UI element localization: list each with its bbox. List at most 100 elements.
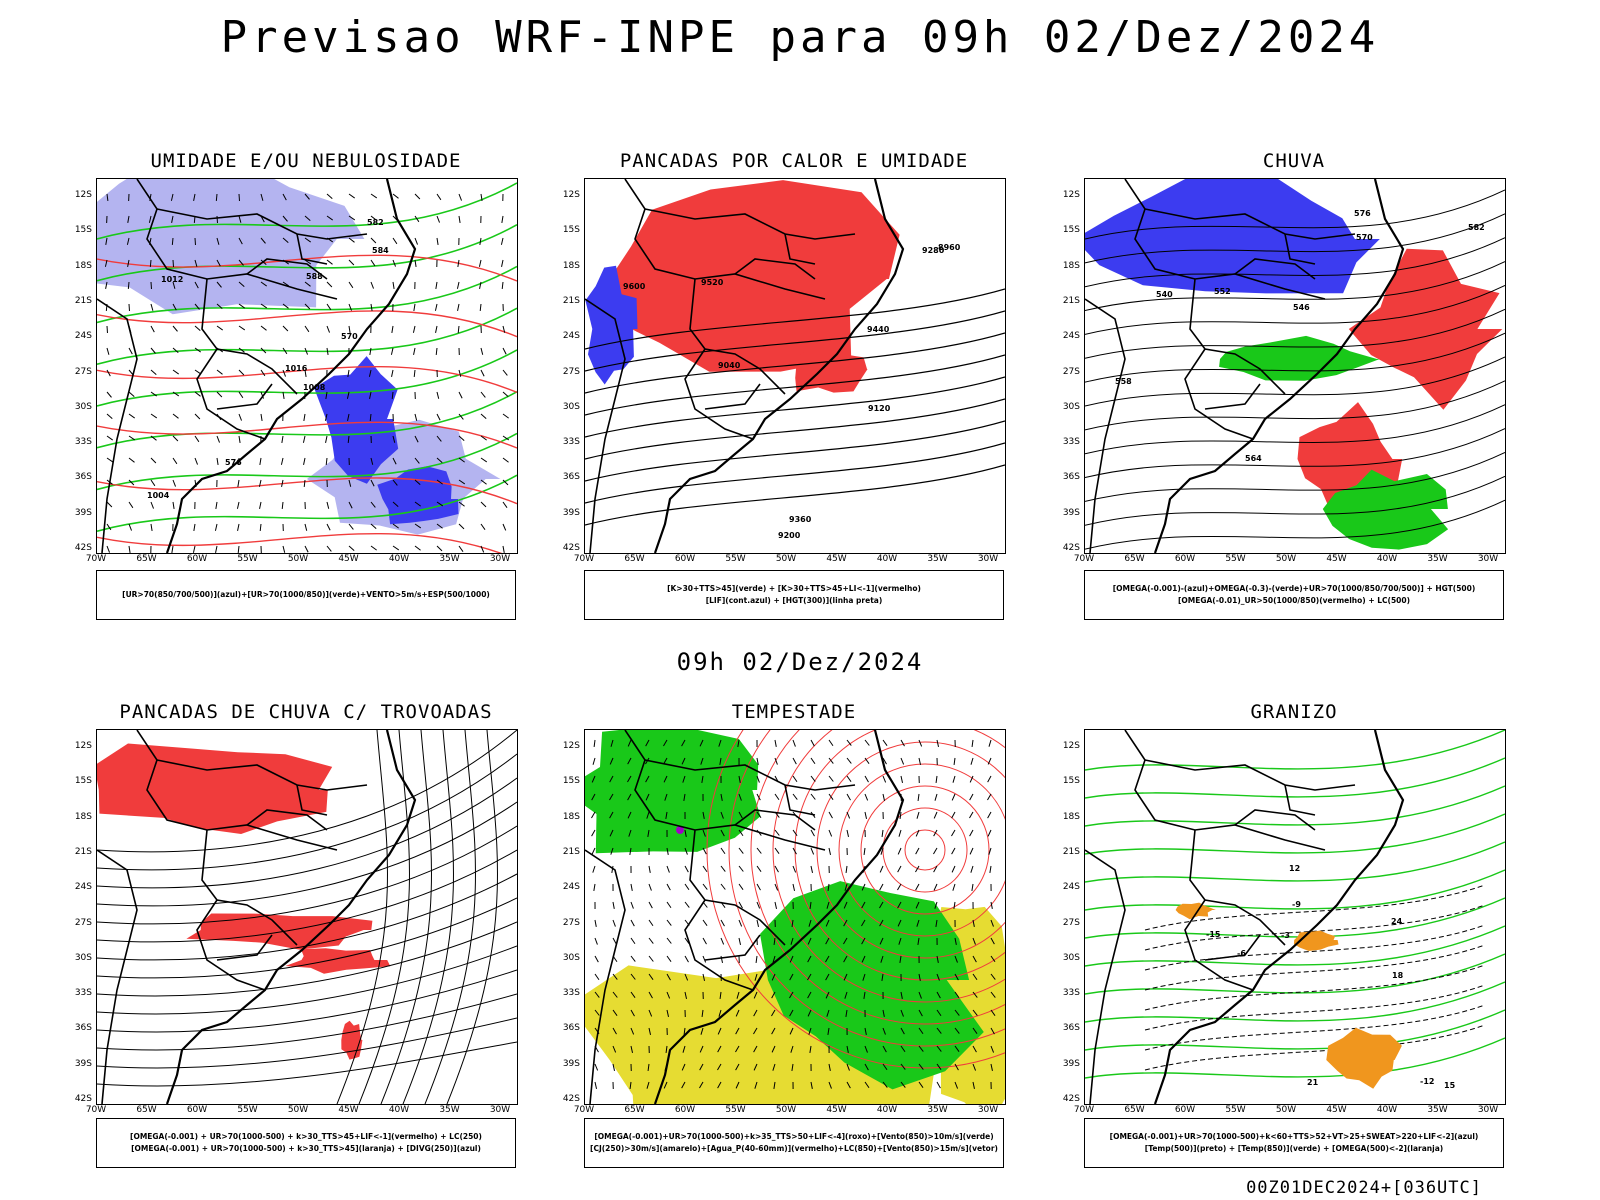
wind-vector xyxy=(717,1063,722,1071)
contour-label: -3 xyxy=(1281,931,1290,940)
wind-vector xyxy=(918,1045,924,1052)
state-border xyxy=(784,784,816,816)
wind-vector xyxy=(809,901,812,910)
wind-vector xyxy=(194,457,199,465)
wind-vector xyxy=(990,1063,993,1071)
wind-vector xyxy=(807,955,812,963)
wind-vector xyxy=(106,369,111,377)
wind-vector xyxy=(630,973,636,980)
wind-vector xyxy=(348,193,355,199)
wind-vector xyxy=(737,739,740,747)
latitude-label: 36S xyxy=(74,472,92,483)
wind-vector xyxy=(592,865,596,873)
wind-vector xyxy=(810,775,816,782)
humidity-contour xyxy=(97,474,517,533)
wind-vector xyxy=(106,435,113,441)
wind-vector xyxy=(792,757,797,765)
precipitable-water-contour xyxy=(904,829,946,871)
legend-line: [OMEGA(-0.001)-(azul)+OMEGA(-0.3)-(verde… xyxy=(1112,584,1476,593)
wind-vector xyxy=(936,739,940,747)
wind-vector xyxy=(825,937,830,945)
wind-vector xyxy=(304,523,308,531)
wind-vector xyxy=(987,757,992,765)
wind-vector xyxy=(282,369,287,377)
state-border xyxy=(296,233,328,265)
wind-vector xyxy=(348,501,353,509)
wind-vector xyxy=(684,883,690,891)
wind-vector xyxy=(414,501,421,507)
wind-vector xyxy=(989,865,992,873)
wind-vector xyxy=(918,739,923,747)
weather-map: 552 558 564 570 576 582 540 546 xyxy=(1084,178,1506,554)
wind-vector xyxy=(861,919,866,927)
wind-vector xyxy=(918,757,922,765)
wind-vector xyxy=(774,829,780,836)
longitude-label: 40W xyxy=(876,554,898,564)
wind-vector xyxy=(771,991,776,999)
wind-vector xyxy=(325,457,328,466)
wind-vector xyxy=(899,955,902,963)
wind-vector xyxy=(702,955,707,963)
map-canvas: 1008 1012 1016 1004 570 576 582 588 584 xyxy=(97,179,517,553)
panel-title: PANCADAS DE CHUVA C/ TROVOADAS xyxy=(119,701,493,723)
wind-vector xyxy=(390,347,394,355)
wind-vector xyxy=(684,901,690,908)
wind-vector xyxy=(502,325,506,333)
streamline xyxy=(97,1017,517,1069)
wind-vector xyxy=(702,811,705,819)
wind-vector xyxy=(807,937,812,945)
wind-vector xyxy=(699,1081,704,1089)
latitude-label: 42S xyxy=(74,543,92,553)
wind-vector xyxy=(647,1063,650,1072)
wind-vector xyxy=(772,1063,776,1071)
wind-vector xyxy=(348,523,354,530)
wind-vector xyxy=(774,847,780,854)
latitude-label: 15S xyxy=(74,225,92,236)
wind-vector xyxy=(864,757,870,764)
wind-vector xyxy=(304,215,311,221)
wind-vector xyxy=(900,1027,905,1035)
map-canvas: 9600 9520 9440 9360 9280 9200 9120 9040 8960 xyxy=(585,179,1005,553)
precipitable-water-contour xyxy=(750,730,1005,1025)
wind-vector xyxy=(326,347,329,355)
wind-vector xyxy=(792,883,796,891)
wind-vector xyxy=(348,325,351,333)
wind-vector xyxy=(368,369,372,377)
latitude-label: 15S xyxy=(562,225,580,236)
wind-vector xyxy=(369,391,372,399)
wind-vector xyxy=(846,739,852,746)
latitude-label: 30S xyxy=(1062,952,1080,963)
wind-vector xyxy=(171,237,174,246)
wind-vector xyxy=(502,391,509,398)
wind-vector xyxy=(988,739,992,747)
wind-vector xyxy=(825,991,830,999)
temp-850-contour xyxy=(1085,869,1505,911)
wind-vector xyxy=(648,865,651,873)
wind-vector xyxy=(900,775,904,783)
wind-vector xyxy=(194,369,202,375)
streamline xyxy=(97,873,517,961)
wind-vector xyxy=(436,215,441,223)
wind-vector xyxy=(810,1081,813,1089)
wind-vector xyxy=(900,1063,906,1070)
wind-vector xyxy=(612,1063,616,1071)
wind-vector xyxy=(810,847,815,855)
wind-vector xyxy=(479,303,482,312)
wind-vector xyxy=(755,955,758,964)
temp-500-contour xyxy=(1144,1024,1486,1071)
wind-vector xyxy=(414,193,421,200)
longitude-label: 60W xyxy=(1174,554,1196,564)
wind-vector xyxy=(880,955,884,963)
wind-vector xyxy=(753,1045,758,1053)
wind-vector xyxy=(861,883,866,891)
wind-vector xyxy=(238,237,243,245)
wind-vector xyxy=(647,829,650,837)
wind-vector xyxy=(717,1081,722,1089)
weather-map xyxy=(96,729,518,1105)
legend-box: [OMEGA(-0.001)+UR>70(1000-500)+k<60+TTS>… xyxy=(1084,1118,1504,1168)
wind-vector xyxy=(457,325,460,334)
wind-vector xyxy=(630,901,634,909)
wind-vector xyxy=(128,391,135,397)
wind-vector xyxy=(348,479,352,487)
temp-850-contour xyxy=(1085,1037,1505,1079)
